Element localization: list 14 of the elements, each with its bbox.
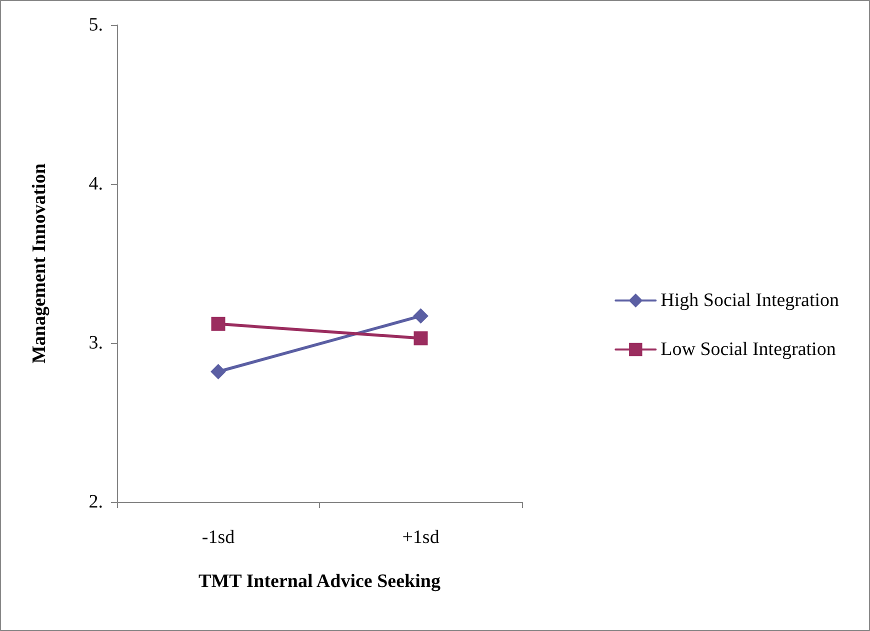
y-tick-label: 4.: [88, 174, 103, 194]
point: [414, 331, 428, 346]
point: [211, 316, 226, 331]
y-axis-title: Management Innovation: [29, 163, 50, 364]
point: [210, 364, 226, 380]
y-tick-label: 3.: [88, 332, 103, 354]
y-tick-label: 2.: [88, 492, 103, 512]
legend-label: Low Social Integration: [660, 339, 836, 360]
legend-label: High Social Integration: [660, 290, 840, 311]
x-tick-label: +1sd: [402, 527, 440, 548]
x-tick-label: -1sd: [202, 527, 236, 548]
point: [413, 308, 428, 324]
y-tick-label: 5.: [88, 14, 103, 36]
x-axis-title: TMT Internal Advice Seeking: [198, 571, 441, 592]
